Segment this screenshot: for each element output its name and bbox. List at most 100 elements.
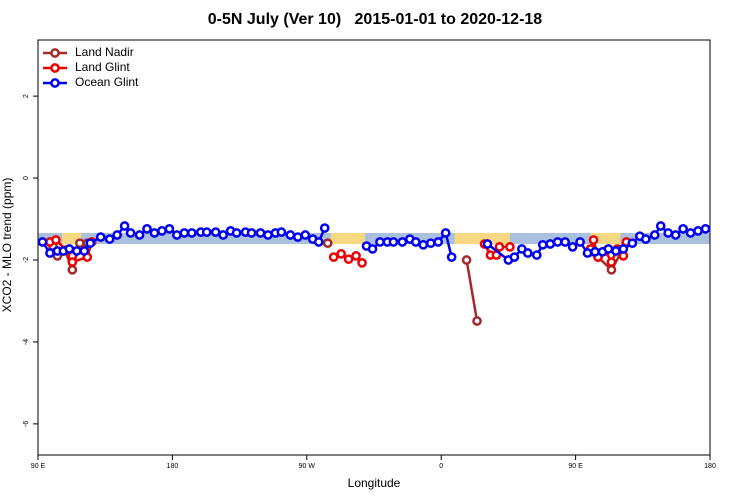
point (440, 228, 451, 238)
point (149, 228, 160, 238)
point (343, 254, 354, 265)
y-tick-label: 0 (23, 176, 30, 180)
point (603, 244, 614, 254)
point (505, 242, 515, 252)
y-axis-label: XCO2 - MLO trend (ppm) (0, 178, 14, 313)
x-tick-label: 180 (167, 463, 179, 470)
point (255, 228, 266, 238)
point (319, 223, 330, 233)
x-axis-label: Longitude (348, 476, 401, 490)
point (560, 237, 570, 247)
point (104, 234, 115, 244)
point (425, 238, 436, 249)
point (649, 230, 660, 240)
point (231, 228, 242, 238)
x-tick-label: 180 (704, 463, 716, 470)
point (606, 264, 617, 275)
chart-title: 0-5N July (Ver 10) 2015-01-01 to 2020-12… (208, 11, 543, 28)
point (552, 237, 563, 247)
point (685, 228, 696, 238)
point (64, 244, 75, 254)
point (531, 250, 542, 260)
point (186, 228, 197, 238)
point (693, 226, 703, 236)
point (670, 230, 681, 240)
legend-label: Ocean Glint (75, 75, 139, 89)
point (482, 239, 493, 249)
x-tick-label: 90 E (31, 463, 46, 470)
point (300, 230, 311, 240)
point (119, 221, 130, 231)
point (567, 242, 578, 252)
point (95, 232, 106, 242)
point (79, 246, 90, 256)
point (164, 224, 175, 234)
point (263, 230, 273, 240)
point (388, 237, 399, 247)
point (606, 257, 617, 267)
point (285, 230, 296, 240)
plot-frame (37, 39, 711, 456)
point (575, 237, 585, 247)
point (611, 246, 621, 256)
point (397, 237, 408, 247)
point (588, 235, 599, 245)
highlight (590, 232, 621, 245)
point (509, 252, 520, 262)
point (322, 238, 333, 249)
point (51, 235, 61, 245)
background-band (38, 232, 710, 245)
point (328, 252, 339, 262)
point (67, 264, 78, 275)
x-tick-label: 90 E (568, 463, 583, 470)
point (357, 258, 367, 268)
highlight (330, 232, 366, 245)
point (678, 224, 688, 234)
x-tick-label: 0 (439, 463, 443, 470)
point (582, 248, 593, 258)
point (37, 237, 48, 247)
point (45, 248, 55, 258)
point (367, 244, 378, 254)
point (655, 221, 666, 231)
point (410, 237, 421, 247)
y-tick-label: 2 (23, 94, 30, 98)
point (201, 227, 212, 237)
y-tick-label: -2 (23, 257, 30, 263)
point (134, 230, 145, 240)
point (545, 239, 556, 249)
point (292, 232, 303, 242)
y-tick-label: -6 (23, 421, 30, 427)
point (472, 316, 482, 326)
legend-label: Land Nadir (75, 45, 134, 59)
point (418, 239, 429, 250)
point (461, 255, 472, 265)
point (246, 228, 257, 238)
point (157, 226, 167, 236)
point (218, 230, 229, 240)
point (172, 230, 182, 240)
point (522, 248, 533, 258)
point (336, 248, 346, 259)
y-tick-label: -4 (23, 339, 30, 345)
point (375, 237, 385, 247)
point (351, 251, 361, 261)
point (67, 257, 78, 267)
legend-swatch (50, 78, 60, 88)
point (85, 238, 96, 249)
highlight (454, 232, 510, 245)
point (627, 238, 638, 249)
point (700, 224, 711, 234)
point (640, 234, 651, 244)
point (313, 237, 324, 247)
point (446, 252, 457, 262)
point (618, 244, 629, 254)
point (433, 237, 444, 247)
point (112, 230, 122, 240)
point (537, 239, 548, 250)
point (276, 227, 287, 237)
point (663, 228, 674, 238)
point (71, 246, 82, 256)
point (210, 227, 221, 237)
